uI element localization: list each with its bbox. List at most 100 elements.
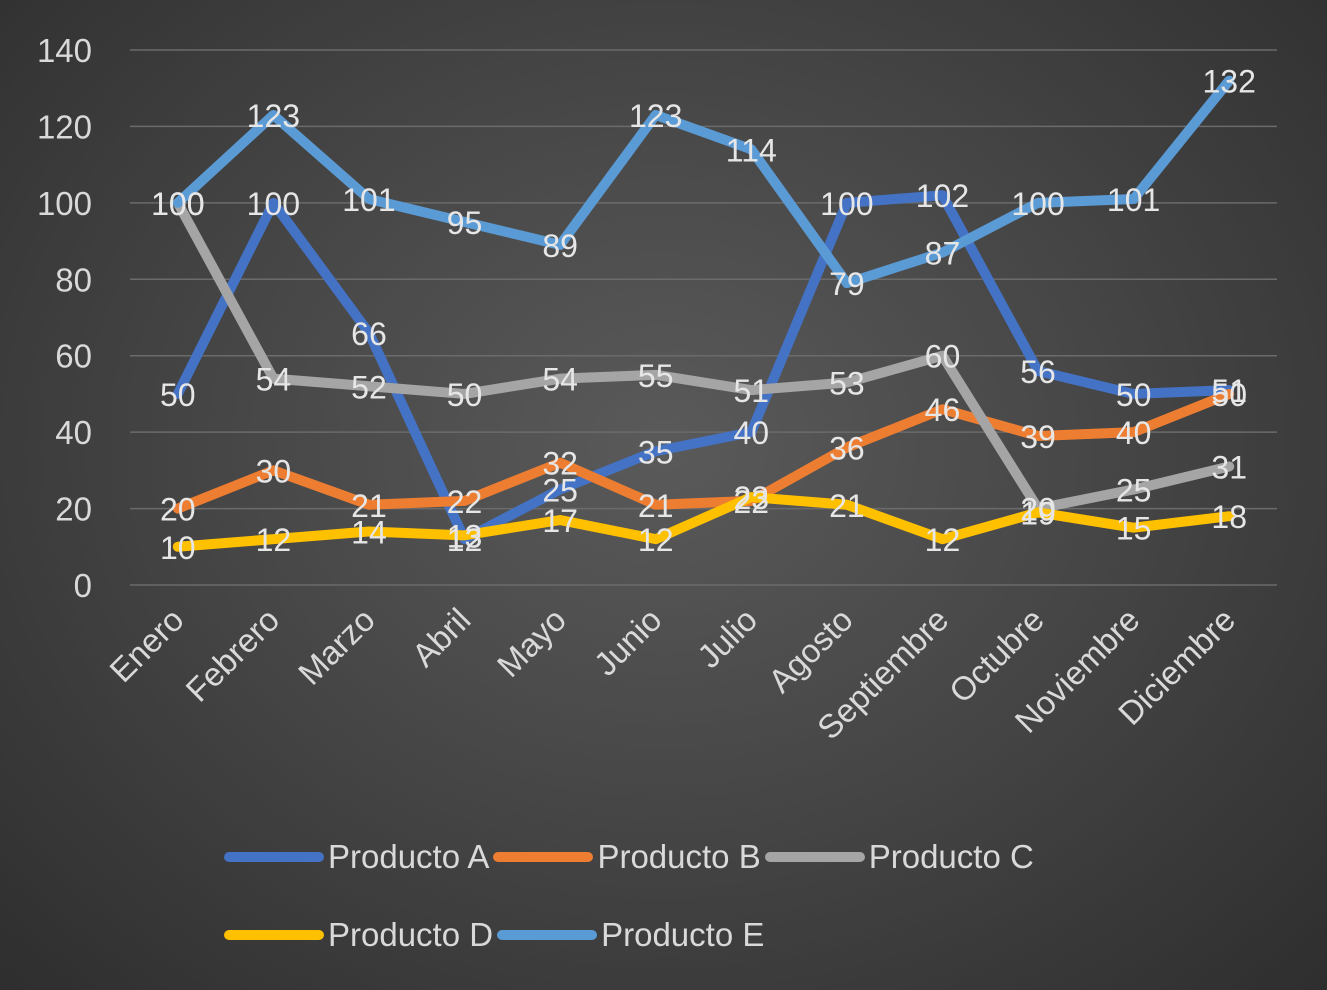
data-label-producto-d-noviembre: 15 [1116,511,1152,547]
data-label-producto-a-noviembre: 50 [1116,377,1152,413]
data-label-producto-b-enero: 20 [160,492,196,528]
data-label-producto-c-agosto: 53 [829,365,865,401]
data-label-producto-a-octubre: 56 [1020,354,1056,390]
data-label-producto-c-octubre: 20 [1020,492,1056,528]
data-label-producto-b-noviembre: 40 [1116,415,1152,451]
data-label-producto-c-diciembre: 31 [1211,450,1247,486]
data-label-producto-d-diciembre: 18 [1211,499,1247,535]
data-label-producto-c-septiembre: 60 [925,339,961,375]
series-line-producto-d [172,492,1235,552]
legend-item-producto-b: Producto B [493,838,761,876]
x-tick-label-febrero: Febrero [178,601,286,709]
data-label-producto-e-mayo: 89 [542,228,578,264]
x-tick-label-julio: Julio [690,601,764,675]
data-label-producto-b-mayo: 32 [542,446,578,482]
legend-item-producto-d: Producto D [224,916,493,954]
data-label-producto-a-abril: 12 [447,522,483,558]
x-tick-label-junio: Junio [587,601,669,683]
data-label-producto-d-abril: 13 [447,518,483,554]
data-label-producto-a-mayo: 25 [542,472,578,508]
legend-label-producto-b: Producto B [597,838,761,875]
data-label-producto-c-febrero: 54 [256,362,292,398]
data-label-producto-a-marzo: 66 [351,316,387,352]
data-label-producto-e-julio: 114 [726,132,777,168]
legend-swatch-producto-a [224,852,324,862]
data-label-producto-d-marzo: 14 [351,515,387,551]
legend-label-producto-c: Producto C [868,838,1034,875]
data-label-producto-c-mayo: 54 [542,362,578,398]
data-label-producto-c-abril: 50 [447,377,483,413]
y-tick-label-0: 0 [74,567,92,604]
x-tick-label-enero: Enero [102,601,190,689]
data-label-producto-d-agosto: 21 [829,488,865,524]
data-label-producto-d-septiembre: 12 [925,522,961,558]
series-line-producto-e [172,75,1235,289]
data-label-producto-a-febrero: 100 [247,186,300,222]
x-tick-label-mayo: Mayo [490,601,573,684]
data-label-producto-e-diciembre: 132 [1203,64,1256,100]
data-label-producto-d-enero: 10 [160,530,196,566]
data-label-producto-d-junio: 12 [638,522,674,558]
legend-swatch-producto-c [764,852,865,862]
legend-label-producto-d: Producto D [328,916,494,953]
y-tick-label-40: 40 [55,414,92,451]
data-label-producto-b-febrero: 30 [256,453,292,489]
data-label-producto-c-marzo: 52 [351,369,387,405]
data-label-producto-d-octubre: 19 [1020,495,1056,531]
legend-row-1: Producto A Producto B Producto C [0,818,1327,896]
legend-row-2: Producto D Producto E [0,896,1327,974]
data-label-producto-e-junio: 123 [629,98,682,134]
data-label-producto-b-junio: 21 [638,488,674,524]
legend-label-producto-e: Producto E [601,916,765,953]
y-tick-label-140: 140 [37,32,92,69]
y-tick-label-100: 100 [37,185,92,222]
y-tick-label-60: 60 [55,338,92,375]
data-label-producto-e-noviembre: 101 [1107,182,1160,218]
x-tick-label-abril: Abril [405,601,478,674]
data-label-producto-a-junio: 35 [638,434,674,470]
data-label-producto-b-julio: 22 [733,484,769,520]
legend-swatch-producto-b [493,852,594,862]
data-label-producto-b-septiembre: 46 [925,392,961,428]
data-label-producto-a-agosto: 100 [820,186,873,222]
data-label-producto-a-diciembre: 51 [1211,373,1247,409]
data-label-producto-e-marzo: 101 [342,182,395,218]
legend-swatch-producto-d [224,930,324,940]
data-label-producto-e-octubre: 100 [1011,186,1064,222]
data-label-producto-a-enero: 50 [160,377,196,413]
data-label-producto-c-noviembre: 25 [1116,472,1152,508]
data-label-producto-d-febrero: 12 [256,522,292,558]
legend-label-producto-a: Producto A [328,838,490,875]
data-label-producto-b-abril: 22 [447,484,483,520]
series-line-producto-c [172,197,1235,514]
data-label-producto-a-julio: 40 [733,415,769,451]
x-tick-label-marzo: Marzo [291,601,382,692]
data-label-producto-b-diciembre: 50 [1211,377,1247,413]
y-tick-label-20: 20 [55,491,92,528]
legend-item-producto-a: Producto A [224,838,489,876]
data-label-producto-d-mayo: 17 [542,503,578,539]
data-label-producto-e-septiembre: 87 [925,236,961,272]
legend: Producto A Producto B Producto C Product… [0,818,1327,974]
legend-item-producto-c: Producto C [764,838,1034,876]
data-label-producto-b-octubre: 39 [1020,419,1056,455]
data-label-producto-b-agosto: 36 [829,430,865,466]
data-label-producto-c-julio: 51 [733,373,769,409]
data-label-producto-c-junio: 55 [638,358,674,394]
legend-item-producto-e: Producto E [497,916,764,954]
data-label-producto-d-julio: 23 [733,480,769,516]
y-tick-label-80: 80 [55,261,92,298]
data-label-producto-b-marzo: 21 [351,488,387,524]
data-label-producto-e-agosto: 79 [829,266,865,302]
data-label-producto-e-enero: 100 [151,186,204,222]
y-tick-label-120: 120 [37,108,92,145]
legend-swatch-producto-e [497,930,598,940]
data-label-producto-c-enero: 100 [151,186,204,222]
series-line-producto-a [172,190,1235,545]
data-label-producto-e-febrero: 123 [247,98,300,134]
data-label-producto-a-septiembre: 102 [916,178,969,214]
data-label-producto-e-abril: 95 [447,205,483,241]
series-line-producto-b [172,388,1235,514]
